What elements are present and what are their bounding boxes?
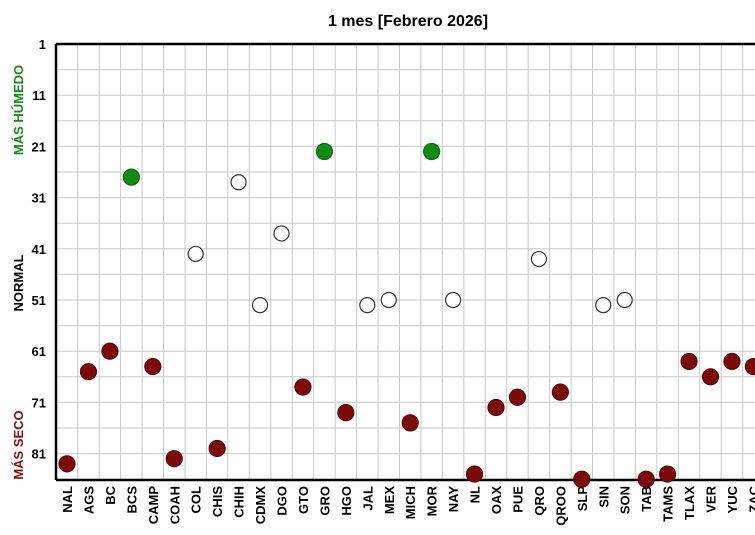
point-gro — [315, 142, 333, 161]
x-tick-label: VER — [704, 485, 719, 512]
x-tick-label: NAL — [60, 486, 75, 513]
y-tick-label: 51 — [32, 293, 46, 308]
x-tick-label: QROO — [553, 486, 568, 526]
point-qroo — [551, 383, 569, 401]
x-tick-label: NL — [468, 486, 483, 503]
y-tick-label: 41 — [32, 242, 46, 257]
data-points — [58, 142, 755, 488]
point-oax — [487, 398, 505, 417]
point-mor — [423, 142, 441, 161]
y-tick-label: 21 — [32, 139, 46, 154]
x-tick-label: CHIH — [232, 486, 247, 518]
point-ags — [79, 363, 98, 381]
x-tick-label: MICH — [403, 486, 418, 519]
axes — [54, 42, 755, 482]
point-gto — [294, 378, 312, 396]
point-bc — [101, 342, 119, 360]
point-qro — [530, 250, 548, 268]
x-tick-label: COL — [189, 486, 204, 514]
x-tick-label: ZAC — [746, 485, 755, 512]
point-bcs — [122, 168, 140, 186]
point-mex — [380, 291, 397, 309]
x-tick-label: SIN — [596, 486, 611, 508]
point-tlax — [680, 352, 698, 371]
point-son — [616, 291, 633, 309]
point-camp — [144, 357, 162, 376]
point-sin — [595, 297, 612, 314]
point-mich — [401, 414, 419, 432]
point-tab — [637, 470, 655, 488]
x-tick-label: NAY — [446, 486, 461, 513]
x-tick-label: TAB — [639, 486, 654, 512]
x-tick-label: MEX — [382, 486, 397, 515]
point-nay — [445, 291, 462, 309]
x-tick-label: YUC — [725, 485, 740, 513]
y-tick-label: 61 — [32, 344, 46, 359]
point-coah — [165, 450, 183, 468]
x-tick-label: AGS — [81, 486, 96, 515]
point-hgo — [337, 404, 355, 422]
x-tick-label: SON — [618, 486, 633, 514]
point-dgo — [273, 225, 290, 242]
x-tick-label: DGO — [275, 486, 290, 516]
point-chih — [230, 174, 247, 191]
x-tick-label: MOR — [425, 485, 440, 516]
point-cdmx — [251, 297, 269, 314]
x-tick-label: GRO — [317, 486, 332, 516]
x-tick-label: CHIS — [210, 486, 225, 517]
x-tick-label: CAMP — [146, 486, 161, 525]
x-tick-label: TLAX — [682, 486, 697, 520]
point-col — [187, 245, 204, 263]
y-tick-label: 1 — [39, 37, 46, 52]
x-tick-label: CDMX — [253, 486, 268, 525]
point-yuc — [723, 352, 741, 371]
y-label-wet: MÁS HÚMEDO — [11, 65, 26, 155]
y-tick-label: 31 — [32, 191, 46, 206]
x-tick-label: QRO — [532, 486, 547, 516]
y-tick-label: 81 — [32, 447, 46, 462]
x-tick-label: JAL — [360, 486, 375, 511]
point-zac — [744, 357, 755, 376]
chart-title: 1 mes [Febrero 2026] — [328, 13, 488, 30]
x-tick-label: TAMS — [661, 486, 676, 522]
x-tick-label: PUE — [510, 486, 525, 513]
point-pue — [508, 388, 527, 406]
x-tick-label: BC — [103, 485, 118, 504]
point-jal — [359, 297, 376, 314]
x-tick-label: GTO — [296, 486, 311, 514]
y-label-normal: NORMAL — [11, 254, 26, 311]
point-nl — [465, 465, 484, 483]
y-label-dry: MÁS SECO — [11, 410, 26, 479]
point-chis — [208, 439, 226, 458]
y-tick-label: 11 — [32, 88, 46, 103]
x-tick-label: COAH — [167, 486, 182, 524]
point-slp — [573, 470, 591, 488]
x-tick-label: HGO — [339, 486, 354, 516]
x-tick-label: SLP — [575, 486, 590, 512]
x-tick-labels: NAL AGS BC BCS CAMP COAH COL CHIS CHIH CDMX DGO GTO… — [60, 485, 755, 525]
grid — [55, 43, 755, 480]
y-tick-label: 71 — [32, 395, 46, 410]
x-tick-label: OAX — [489, 486, 504, 515]
point-nal — [58, 455, 76, 473]
point-tams — [658, 465, 677, 483]
point-ver — [701, 368, 720, 386]
x-tick-label: BCS — [124, 486, 139, 514]
